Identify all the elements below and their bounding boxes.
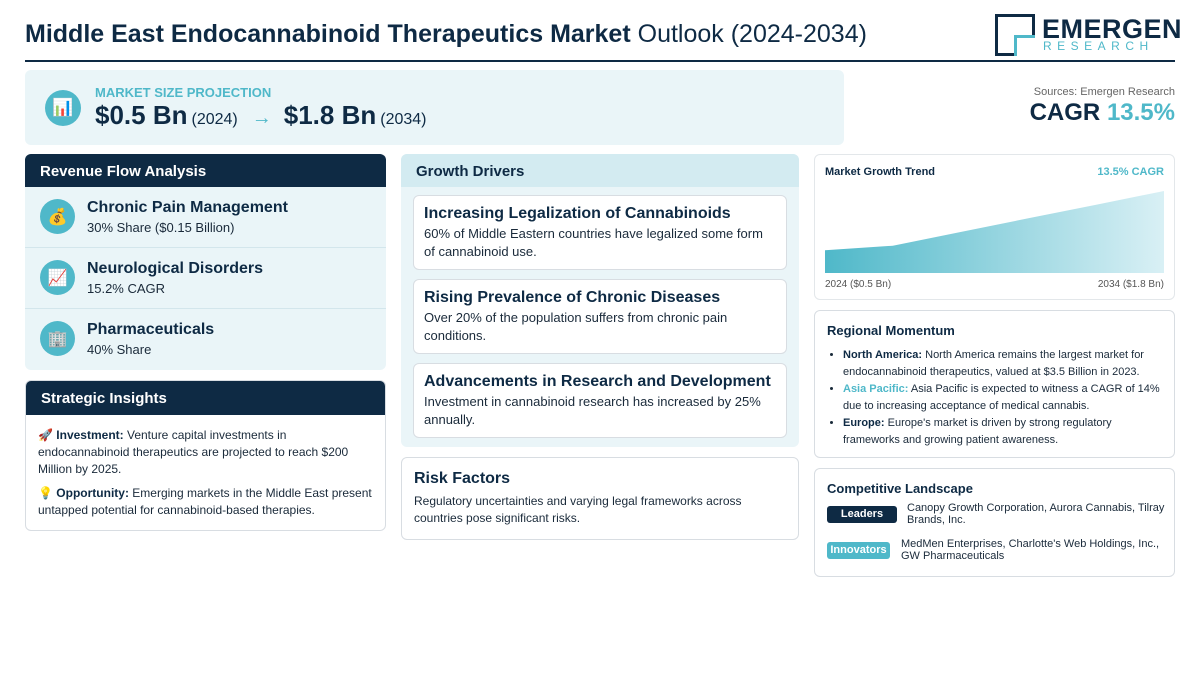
page-title-rest: Outlook (2024-2034) <box>630 20 867 48</box>
growth-drivers-card: Growth Drivers Increasing Legalization o… <box>401 154 799 447</box>
driver-desc: 60% of Middle Eastern countries have leg… <box>424 226 763 259</box>
region-label: Europe: <box>843 417 885 429</box>
cagr-summary: Sources: Emergen Research CAGR 13.5% <box>1030 86 1175 127</box>
driver-desc: Investment in cannabinoid research has i… <box>424 394 761 427</box>
revenue-item: 🏢 Pharmaceuticals 40% Share <box>25 309 386 370</box>
logo-main-text: EMERGEN <box>1042 14 1183 44</box>
trend-cagr: 13.5% CAGR <box>1097 166 1164 178</box>
region-label: Asia Pacific: <box>843 383 909 395</box>
region-item-asia-pacific: Asia Pacific: Asia Pacific is expected t… <box>843 381 1162 414</box>
leaders-text: Canopy Growth Corporation, Aurora Cannab… <box>907 502 1165 526</box>
trend-area-series <box>825 191 1164 273</box>
rocket-icon: 🚀 <box>38 428 53 442</box>
building-icon: 🏢 <box>40 321 75 356</box>
insight-label: Opportunity: <box>56 486 129 500</box>
projection-start-value: $0.5 Bn <box>95 100 188 130</box>
money-bag-icon: 💰 <box>40 199 75 234</box>
revenue-item-title: Pharmaceuticals <box>87 321 215 338</box>
region-label: North America: <box>843 349 923 361</box>
chart-up-icon: 📈 <box>40 260 75 295</box>
strategic-insights-card: Strategic Insights 🚀 Investment: Venture… <box>25 380 386 531</box>
strategic-insights-heading: Strategic Insights <box>26 381 385 415</box>
projection-end-value: $1.8 Bn <box>283 100 377 130</box>
revenue-item-sub: 40% Share <box>87 342 152 357</box>
logo-sub-text: RESEARCH <box>1043 39 1154 53</box>
risk-factors-heading: Risk Factors <box>414 470 511 487</box>
insight-text: Venture capital investments in endocanna… <box>38 428 349 476</box>
trend-title: Market Growth Trend <box>825 166 936 178</box>
trend-x-end-label: 2034 ($1.8 Bn) <box>1097 279 1164 290</box>
revenue-item-sub: 15.2% CAGR <box>87 281 166 296</box>
lightbulb-icon: 💡 <box>38 486 53 500</box>
driver-item: Increasing Legalization of Cannabinoids … <box>413 195 787 270</box>
arrow-right-icon: → <box>251 107 272 129</box>
projection-end-year: (2034) <box>380 111 427 128</box>
growth-drivers-heading: Growth Drivers <box>401 154 799 187</box>
regional-momentum-card: Regional Momentum North America: North A… <box>814 310 1175 458</box>
regional-momentum-heading: Regional Momentum <box>827 323 955 338</box>
region-item-europe: Europe: Europe's market is driven by str… <box>843 415 1162 448</box>
bar-chart-icon: 📊 <box>45 90 81 126</box>
trend-area-chart <box>825 191 1164 273</box>
risk-factors-desc: Regulatory uncertainties and varying leg… <box>414 494 742 525</box>
market-growth-trend-card: Market Growth Trend 13.5% CAGR 2024 ($0.… <box>814 154 1175 300</box>
leaders-badge: Leaders <box>827 506 897 523</box>
sources-text: Sources: Emergen Research <box>1033 86 1175 98</box>
competitive-landscape-card: Competitive Landscape Leaders Canopy Gro… <box>814 468 1175 577</box>
regional-list: North America: North America remains the… <box>827 347 1162 448</box>
revenue-flow-heading: Revenue Flow Analysis <box>25 154 386 187</box>
region-item-north-america: North America: North America remains the… <box>843 347 1162 380</box>
region-text: North America remains the largest market… <box>843 349 1144 378</box>
insight-text: Emerging markets in the Middle East pres… <box>38 486 372 517</box>
leaders-row: Leaders Canopy Growth Corporation, Auror… <box>827 502 1164 532</box>
driver-item: Advancements in Research and Development… <box>413 363 787 438</box>
region-text: Europe's market is driven by strong regu… <box>843 417 1112 446</box>
projection-label: MARKET SIZE PROJECTION <box>95 85 272 100</box>
revenue-item-title: Neurological Disorders <box>87 260 264 277</box>
region-text: Asia Pacific is expected to witness a CA… <box>843 383 1160 412</box>
cagr-label: CAGR <box>1029 99 1101 126</box>
driver-title: Rising Prevalence of Chronic Diseases <box>424 289 721 306</box>
insight-opportunity: 💡 Opportunity: Emerging markets in the M… <box>38 485 373 519</box>
insight-label: Investment: <box>56 428 124 442</box>
cagr-headline: CAGR 13.5% <box>1030 99 1175 127</box>
revenue-item-sub: 30% Share ($0.15 Billion) <box>87 220 235 235</box>
projection-start-year: (2024) <box>191 111 238 128</box>
emergen-logo: EMERGEN RESEARCH <box>995 14 1182 56</box>
driver-title: Increasing Legalization of Cannabinoids <box>424 205 731 222</box>
driver-item: Rising Prevalence of Chronic Diseases Ov… <box>413 279 787 354</box>
page-title: Middle East Endocannabinoid Therapeutics… <box>25 20 867 49</box>
market-size-projection: 📊 MARKET SIZE PROJECTION $0.5 Bn (2024) → $… <box>25 70 844 145</box>
strategic-insights-body: 🚀 Investment: Venture capital investment… <box>26 415 385 519</box>
insight-investment: 🚀 Investment: Venture capital investment… <box>38 427 373 478</box>
logo-mark-icon <box>995 14 1035 56</box>
innovators-badge: Innovators <box>827 542 890 559</box>
page-title-bold: Middle East Endocannabinoid Therapeutics… <box>25 20 631 48</box>
page-header: Middle East Endocannabinoid Therapeutics… <box>25 12 1182 62</box>
revenue-item: 📈 Neurological Disorders 15.2% CAGR <box>25 248 386 309</box>
risk-factors-card: Risk Factors Regulatory uncertainties an… <box>401 457 799 540</box>
innovators-text: MedMen Enterprises, Charlotte's Web Hold… <box>901 538 1160 562</box>
projection-values: $0.5 Bn (2024) → $1.8 Bn (2034) <box>95 100 427 131</box>
driver-desc: Over 20% of the population suffers from … <box>424 310 728 343</box>
cagr-value: 13.5% <box>1106 99 1175 126</box>
revenue-flow-card: Revenue Flow Analysis 💰 Chronic Pain Man… <box>25 154 386 370</box>
revenue-item-title: Chronic Pain Management <box>87 199 288 216</box>
competitive-landscape-heading: Competitive Landscape <box>827 481 973 496</box>
innovators-row: Innovators MedMen Enterprises, Charlotte… <box>827 538 1162 568</box>
revenue-item: 💰 Chronic Pain Management 30% Share ($0.… <box>25 187 386 248</box>
driver-title: Advancements in Research and Development <box>424 373 771 390</box>
trend-x-start-label: 2024 ($0.5 Bn) <box>825 279 892 290</box>
